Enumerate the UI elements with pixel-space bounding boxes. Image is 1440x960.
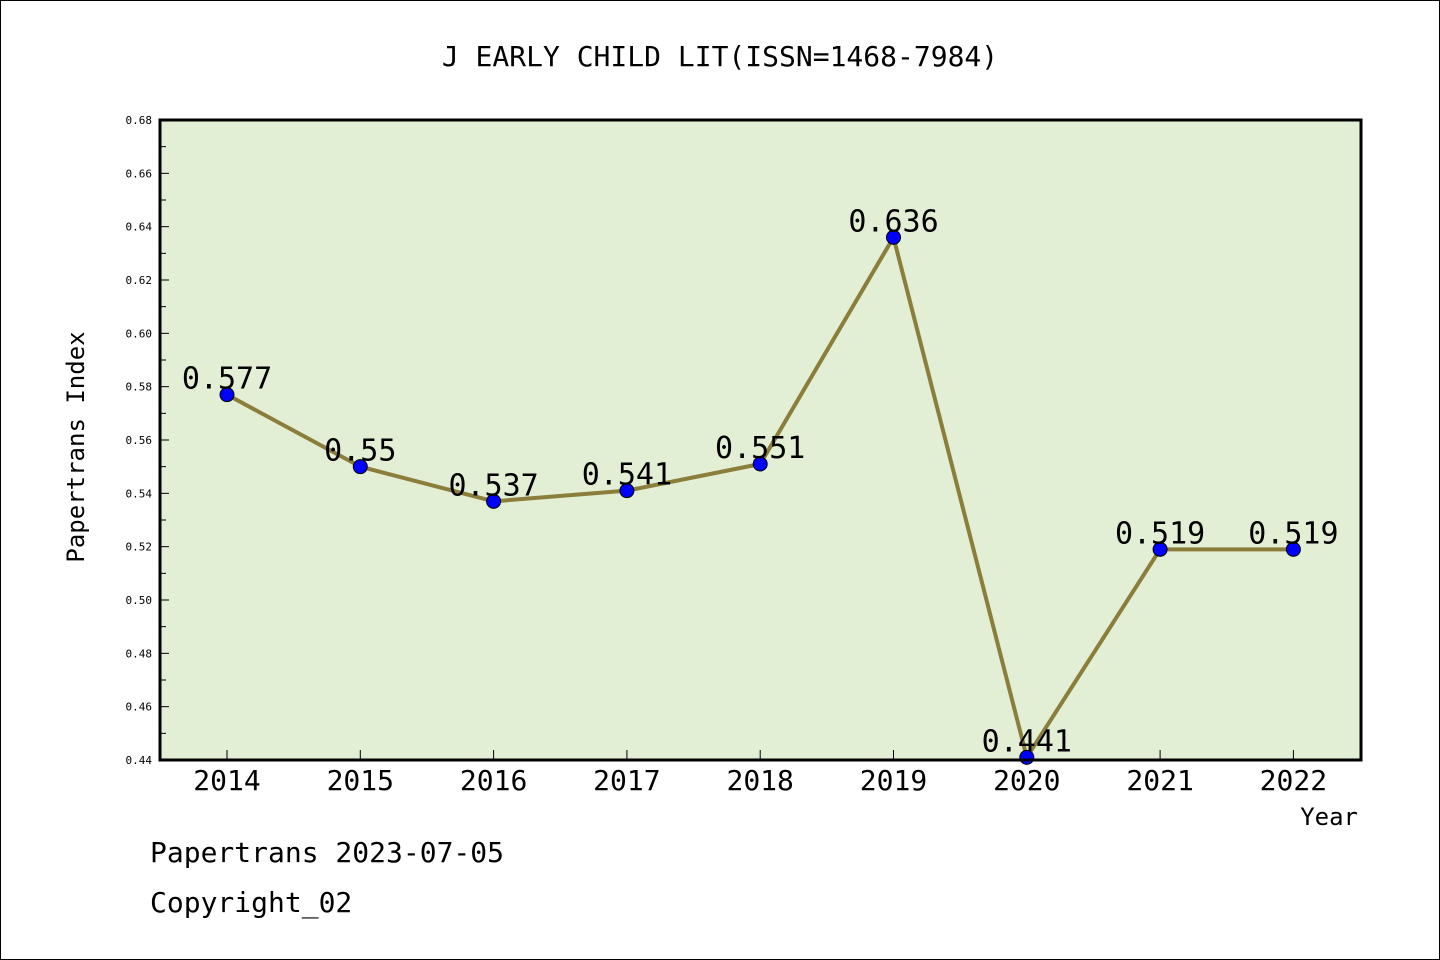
- x-tick-label: 2018: [726, 764, 793, 797]
- data-point: [486, 493, 502, 509]
- y-tick-label: 0.52: [126, 541, 153, 554]
- data-label: 0.577: [182, 362, 272, 397]
- data-label: 0.636: [848, 204, 938, 239]
- x-tick-label: 2016: [460, 764, 527, 797]
- y-tick-label: 0.48: [126, 647, 153, 660]
- y-tick-label: 0.46: [126, 701, 153, 714]
- data-label: 0.519: [1115, 516, 1205, 551]
- x-tick-label: 2015: [327, 764, 394, 797]
- data-label: 0.537: [448, 468, 538, 503]
- y-tick-label: 0.66: [126, 167, 153, 180]
- y-axis: 0.44 0.46 0.48 0.50 0.52 0.54 0.56 0.58 0.60 0.62…: [126, 114, 169, 767]
- y-tick-label: 0.64: [126, 221, 153, 234]
- data-point: [619, 483, 635, 499]
- footer-date-line: Papertrans 2023-07-05: [150, 836, 505, 869]
- data-label: 0.541: [582, 458, 672, 493]
- y-tick-label: 0.62: [126, 274, 153, 287]
- x-tick-label: 2022: [1260, 764, 1327, 797]
- x-tick-label: 2019: [860, 764, 927, 797]
- data-point: [1285, 541, 1301, 557]
- y-axis-label: Papertrans Index: [62, 331, 90, 562]
- data-label: 0.55: [324, 434, 396, 469]
- data-point: [352, 459, 368, 475]
- plot-border: [158, 118, 1363, 762]
- x-axis-label: Year: [1300, 803, 1358, 831]
- data-label: 0.441: [982, 724, 1072, 759]
- data-point: [1152, 541, 1168, 557]
- plot-area: [160, 120, 1361, 760]
- y-tick-label: 0.44: [126, 754, 153, 767]
- y-tick-label: 0.56: [126, 434, 153, 447]
- x-axis: 2014 2015 2016 2017 2018 2019 2020 2021 2022: [193, 750, 1327, 797]
- x-tick-label: 2021: [1126, 764, 1193, 797]
- y-tick-label: 0.54: [126, 487, 153, 500]
- y-tick-label: 0.50: [126, 594, 153, 607]
- footer-copyright-line: Copyright_02: [150, 886, 353, 919]
- data-point: [219, 387, 235, 403]
- x-tick-label: 2014: [193, 764, 260, 797]
- x-tick-label: 2020: [993, 764, 1060, 797]
- y-tick-label: 0.58: [126, 381, 153, 394]
- y-tick-label: 0.60: [126, 327, 153, 340]
- y-tick-label: 0.68: [126, 114, 153, 127]
- data-point: [886, 229, 901, 245]
- series-group: 0.577 0.55 0.537 0.541 0.551 0.636 0.441 0.519 0…: [182, 204, 1339, 765]
- data-label: 0.551: [715, 431, 805, 466]
- x-tick-label: 2017: [593, 764, 660, 797]
- data-label: 0.519: [1248, 516, 1338, 551]
- data-point: [752, 456, 768, 472]
- chart-title: J EARLY CHILD LIT(ISSN=1468-7984): [442, 40, 998, 73]
